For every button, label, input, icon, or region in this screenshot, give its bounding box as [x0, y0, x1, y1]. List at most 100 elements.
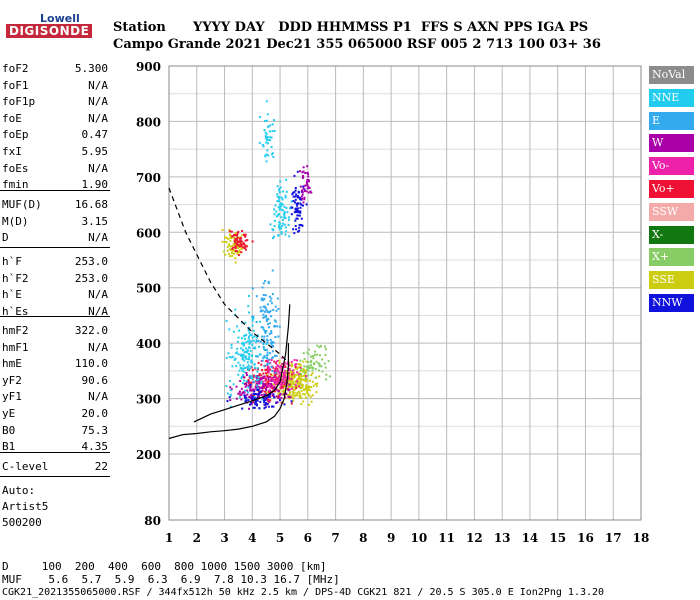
- data-point: [288, 235, 291, 238]
- data-point: [247, 399, 250, 402]
- data-point: [258, 407, 261, 410]
- data-point: [299, 211, 302, 214]
- data-point: [264, 131, 267, 134]
- data-point: [307, 185, 310, 188]
- data-point: [276, 185, 279, 188]
- data-point: [260, 374, 263, 377]
- data-point: [290, 360, 293, 363]
- data-point: [277, 397, 280, 400]
- data-point: [272, 376, 275, 379]
- data-point: [279, 186, 282, 189]
- data-point: [302, 375, 305, 377]
- data-point: [297, 366, 300, 369]
- param-row: yF2 90.6: [2, 372, 108, 389]
- data-point: [307, 173, 309, 176]
- data-point: [288, 392, 291, 395]
- data-point: [261, 297, 264, 300]
- data-point: [285, 377, 288, 380]
- data-point: [257, 382, 260, 385]
- data-point: [278, 378, 281, 381]
- data-point: [258, 391, 261, 394]
- x-tick-label: 6: [304, 531, 312, 545]
- data-point: [275, 309, 278, 312]
- data-point: [321, 358, 324, 361]
- x-tick-label: 9: [387, 531, 395, 545]
- param-row: hmF1 N/A: [2, 339, 108, 356]
- data-point: [277, 335, 280, 338]
- data-point: [315, 385, 318, 388]
- data-point: [262, 372, 265, 375]
- data-point: [303, 371, 306, 374]
- data-point: [243, 359, 246, 362]
- data-point: [266, 351, 269, 354]
- data-point: [248, 367, 251, 370]
- data-point: [277, 376, 280, 379]
- data-point: [292, 392, 295, 394]
- param-row: foEs N/A: [2, 160, 108, 177]
- param-name: h`F2: [2, 271, 29, 285]
- data-point: [305, 190, 308, 193]
- data-point: [276, 378, 279, 381]
- data-point: [279, 399, 281, 402]
- y-tick-label: 700: [136, 171, 161, 185]
- data-point: [301, 224, 304, 227]
- data-point: [295, 217, 298, 220]
- data-point: [274, 380, 277, 383]
- data-point: [237, 392, 240, 395]
- data-point: [287, 397, 290, 400]
- data-point: [240, 245, 243, 248]
- data-point: [246, 349, 249, 352]
- data-point: [276, 193, 279, 196]
- data-point: [262, 305, 265, 308]
- data-point: [228, 243, 231, 246]
- data-point: [242, 364, 245, 367]
- data-point: [269, 376, 272, 378]
- data-point: [278, 359, 281, 362]
- data-point: [314, 353, 316, 356]
- x-tick-label: 4: [248, 531, 256, 545]
- param-row: foEp 0.47: [2, 126, 108, 143]
- data-point: [251, 354, 254, 357]
- data-point: [235, 364, 238, 367]
- data-point: [259, 320, 262, 323]
- data-point: [267, 323, 269, 326]
- data-point: [288, 374, 291, 377]
- param-name: foF1: [2, 78, 29, 92]
- data-point: [242, 353, 245, 356]
- data-point: [307, 361, 310, 363]
- data-point: [283, 361, 286, 364]
- data-point: [296, 359, 298, 362]
- data-point: [278, 196, 281, 199]
- data-point: [279, 365, 282, 367]
- data-point: [233, 240, 236, 243]
- data-point: [306, 368, 309, 371]
- data-point: [269, 124, 272, 127]
- data-point: [272, 345, 275, 348]
- data-point: [290, 200, 293, 203]
- data-point: [249, 383, 252, 386]
- data-point: [248, 384, 251, 387]
- data-point: [244, 321, 247, 324]
- panel-separator: [0, 476, 110, 477]
- data-point: [253, 363, 256, 366]
- data-point: [263, 297, 266, 300]
- param-value: 5.300: [74, 62, 108, 75]
- data-point: [291, 387, 294, 390]
- legend-item-nnw: NNW: [649, 294, 694, 312]
- data-point: [261, 369, 264, 371]
- data-point: [278, 371, 281, 374]
- param-value: N/A: [88, 390, 108, 404]
- data-point: [240, 387, 243, 390]
- data-point: [240, 347, 243, 350]
- data-point: [278, 189, 281, 192]
- data-point: [304, 377, 307, 380]
- data-point: [274, 369, 277, 372]
- data-point: [275, 387, 278, 390]
- data-point: [253, 335, 256, 338]
- data-point: [255, 336, 258, 339]
- data-point: [302, 378, 305, 381]
- data-point: [277, 380, 280, 383]
- data-point: [296, 194, 299, 197]
- data-point: [281, 393, 284, 396]
- y-tick-label: 300: [136, 393, 161, 407]
